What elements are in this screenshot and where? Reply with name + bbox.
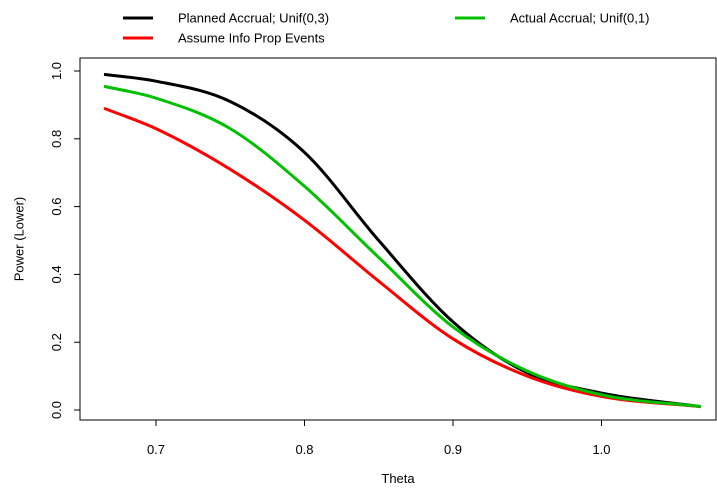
x-tick-label: 0.8 bbox=[295, 442, 313, 457]
y-tick-label: 0.6 bbox=[49, 198, 64, 216]
y-tick-label: 0.2 bbox=[49, 333, 64, 351]
y-tick-label: 1.0 bbox=[49, 62, 64, 80]
plot-frame bbox=[79, 57, 717, 421]
x-tick-label: 0.9 bbox=[444, 442, 462, 457]
legend-label-1: Assume Info Prop Events bbox=[178, 31, 325, 46]
y-tick-label: 0.8 bbox=[49, 130, 64, 148]
series-line-2 bbox=[103, 84, 702, 409]
x-tick-label: 1.0 bbox=[592, 442, 610, 457]
y-tick-label: 0.0 bbox=[49, 401, 64, 419]
legend-label-2: Actual Accrual; Unif(0,1) bbox=[510, 11, 649, 26]
y-axis: 0.0 0.2 0.4 0.6 0.8 1.0 bbox=[49, 62, 80, 419]
x-axis: 0.7 0.8 0.9 1.0 bbox=[147, 420, 611, 457]
x-tick-label: 0.7 bbox=[147, 442, 165, 457]
y-tick-label: 0.4 bbox=[49, 265, 64, 283]
series-layer bbox=[103, 72, 702, 409]
x-axis-title: Theta bbox=[381, 471, 415, 486]
legend-label-0: Planned Accrual; Unif(0,3) bbox=[178, 11, 329, 26]
series-line-0 bbox=[103, 72, 702, 409]
series-line-1 bbox=[103, 106, 702, 409]
legend: Planned Accrual; Unif(0,3) Assume Info Pr… bbox=[123, 11, 649, 46]
y-axis-title: Power (Lower) bbox=[12, 197, 27, 282]
